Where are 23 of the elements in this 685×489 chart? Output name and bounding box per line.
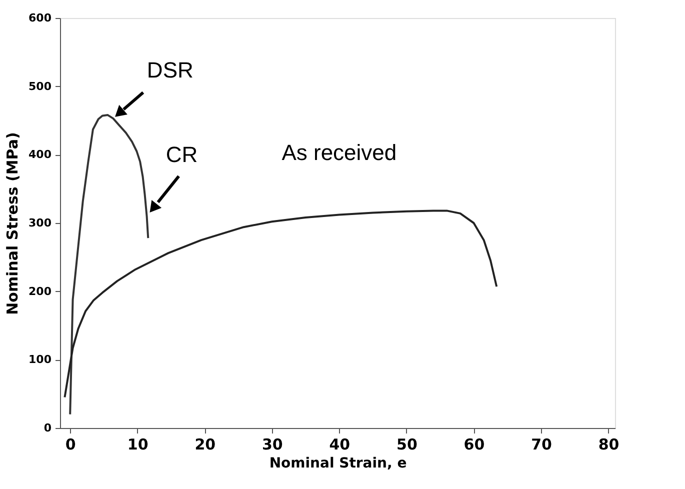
annotation: CR [166, 142, 198, 168]
x-tick-label: 30 [262, 436, 283, 454]
x-tick-label: 10 [127, 436, 148, 454]
y-tick-label: 400 [28, 148, 52, 162]
line-series [69, 114, 150, 416]
annotation: DSR [146, 57, 194, 82]
x-tick-label: 50 [396, 436, 418, 454]
y-tick-label: 100 [28, 353, 52, 366]
x-tick-label: 80 [598, 436, 620, 454]
y-tick-label: 300 [28, 216, 52, 230]
x-tick-label: 40 [329, 436, 350, 454]
annotation: As received [282, 140, 397, 165]
x-tick-label: 0 [65, 436, 76, 454]
x-tick-label: 60 [464, 436, 485, 454]
y-axis-title: Nominal Stress (MPa) [4, 132, 22, 315]
line-series [64, 210, 498, 398]
y-tick-label: 500 [28, 80, 52, 93]
x-tick-label: 20 [194, 436, 216, 454]
y-tick-label: 0 [44, 422, 52, 434]
y-tick-label: 600 [28, 12, 52, 24]
y-tick-label: 200 [28, 284, 52, 298]
x-tick-label: 70 [531, 436, 552, 454]
x-axis-title: Nominal Strain, e [269, 456, 407, 472]
